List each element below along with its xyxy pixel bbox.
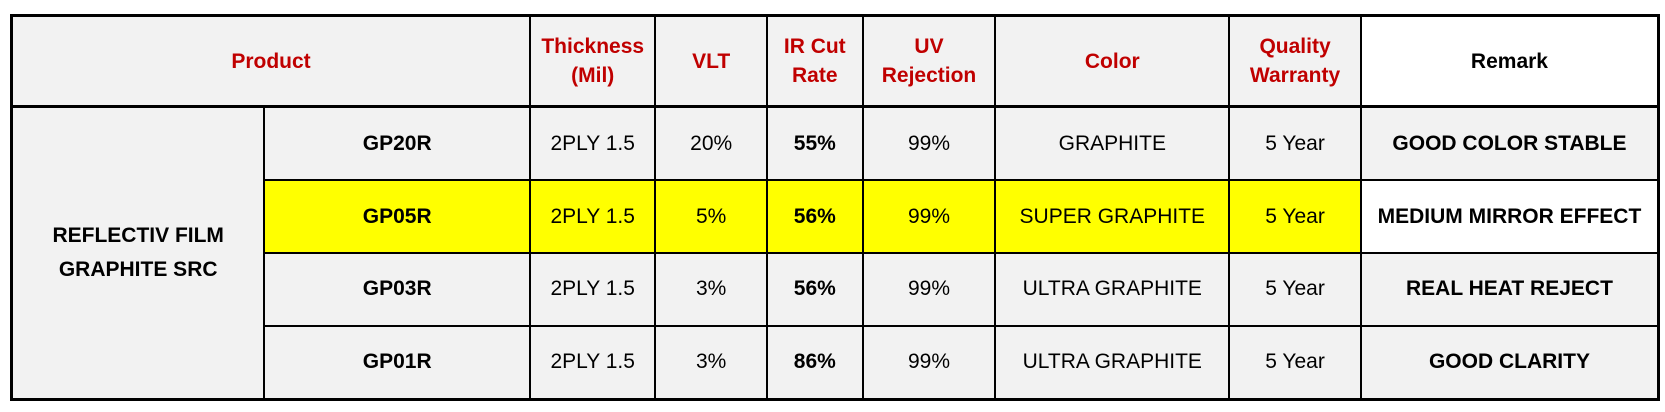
- remark-cell: REAL HEAT REJECT: [1359, 251, 1660, 327]
- header-ir-cut-rate: IR Cut Rate: [765, 14, 864, 108]
- header-vlt: VLT: [654, 14, 768, 108]
- header-quality-warranty: Quality Warranty: [1228, 14, 1362, 108]
- header-thickness-line-1: Thickness: [541, 35, 645, 58]
- remark-cell: MEDIUM MIRROR EFFECT: [1359, 179, 1660, 254]
- product-spec-table: Product Thickness (Mil) VLT IR Cut Rate …: [10, 14, 1660, 401]
- uv-rejection-cell: 99%: [861, 179, 997, 254]
- warranty-cell: 5 Year: [1228, 251, 1362, 327]
- header-warranty-line-1: Quality: [1259, 35, 1331, 58]
- uv-rejection-cell: 99%: [861, 324, 997, 401]
- vlt-cell: 5%: [654, 179, 768, 254]
- thickness-cell: 2PLY 1.5: [529, 251, 657, 327]
- uv-rejection-cell: 99%: [861, 251, 997, 327]
- group-label-line-1: REFLECTIV FILM: [52, 224, 224, 247]
- header-warranty-line-2: Warranty: [1249, 64, 1341, 87]
- header-color: Color: [994, 14, 1231, 108]
- ir-cut-rate-cell: 56%: [765, 251, 864, 327]
- uv-rejection-cell: 99%: [861, 105, 997, 182]
- table-row: GP03R 2PLY 1.5 3% 56% 99% ULTRA GRAPHITE…: [12, 251, 1660, 327]
- header-remark: Remark: [1359, 14, 1660, 108]
- warranty-cell: 5 Year: [1228, 179, 1362, 254]
- ir-cut-rate-cell: 86%: [765, 324, 864, 401]
- table-row-highlighted: GP05R 2PLY 1.5 5% 56% 99% SUPER GRAPHITE…: [12, 179, 1660, 254]
- remark-cell: GOOD COLOR STABLE: [1359, 105, 1660, 182]
- thickness-cell: 2PLY 1.5: [529, 324, 657, 401]
- thickness-cell: 2PLY 1.5: [529, 105, 657, 182]
- vlt-cell: 3%: [654, 251, 768, 327]
- thickness-cell: 2PLY 1.5: [529, 179, 657, 254]
- header-thickness-line-2: (Mil): [571, 64, 615, 87]
- color-cell: ULTRA GRAPHITE: [994, 324, 1231, 401]
- header-ir-line-1: IR Cut: [783, 35, 846, 58]
- warranty-cell: 5 Year: [1228, 105, 1362, 182]
- header-uv-line-1: UV: [914, 35, 944, 58]
- model-cell: GP05R: [263, 179, 532, 254]
- model-cell: GP20R: [263, 105, 532, 182]
- model-cell: GP01R: [263, 324, 532, 401]
- header-uv-rejection: UV Rejection: [861, 14, 997, 108]
- vlt-cell: 3%: [654, 324, 768, 401]
- header-thickness: Thickness (Mil): [529, 14, 657, 108]
- remark-cell: GOOD CLARITY: [1359, 324, 1660, 401]
- header-row: Product Thickness (Mil) VLT IR Cut Rate …: [10, 14, 1660, 108]
- group-label-line-2: GRAPHITE SRC: [58, 258, 218, 281]
- table-row: GP01R 2PLY 1.5 3% 86% 99% ULTRA GRAPHITE…: [12, 324, 1660, 401]
- ir-cut-rate-cell: 55%: [765, 105, 864, 182]
- ir-cut-rate-cell: 56%: [765, 179, 864, 254]
- header-ir-line-2: Rate: [792, 64, 838, 87]
- model-cell: GP03R: [263, 251, 532, 327]
- table-row: REFLECTIV FILM GRAPHITE SRC GP20R 2PLY 1…: [10, 105, 1660, 401]
- warranty-cell: 5 Year: [1228, 324, 1362, 401]
- product-group-label: REFLECTIV FILM GRAPHITE SRC: [10, 105, 266, 401]
- color-cell: GRAPHITE: [994, 105, 1231, 182]
- vlt-cell: 20%: [654, 105, 768, 182]
- color-cell: ULTRA GRAPHITE: [994, 251, 1231, 327]
- header-uv-line-2: Rejection: [881, 64, 977, 87]
- color-cell: SUPER GRAPHITE: [994, 179, 1231, 254]
- header-product: Product: [10, 14, 532, 108]
